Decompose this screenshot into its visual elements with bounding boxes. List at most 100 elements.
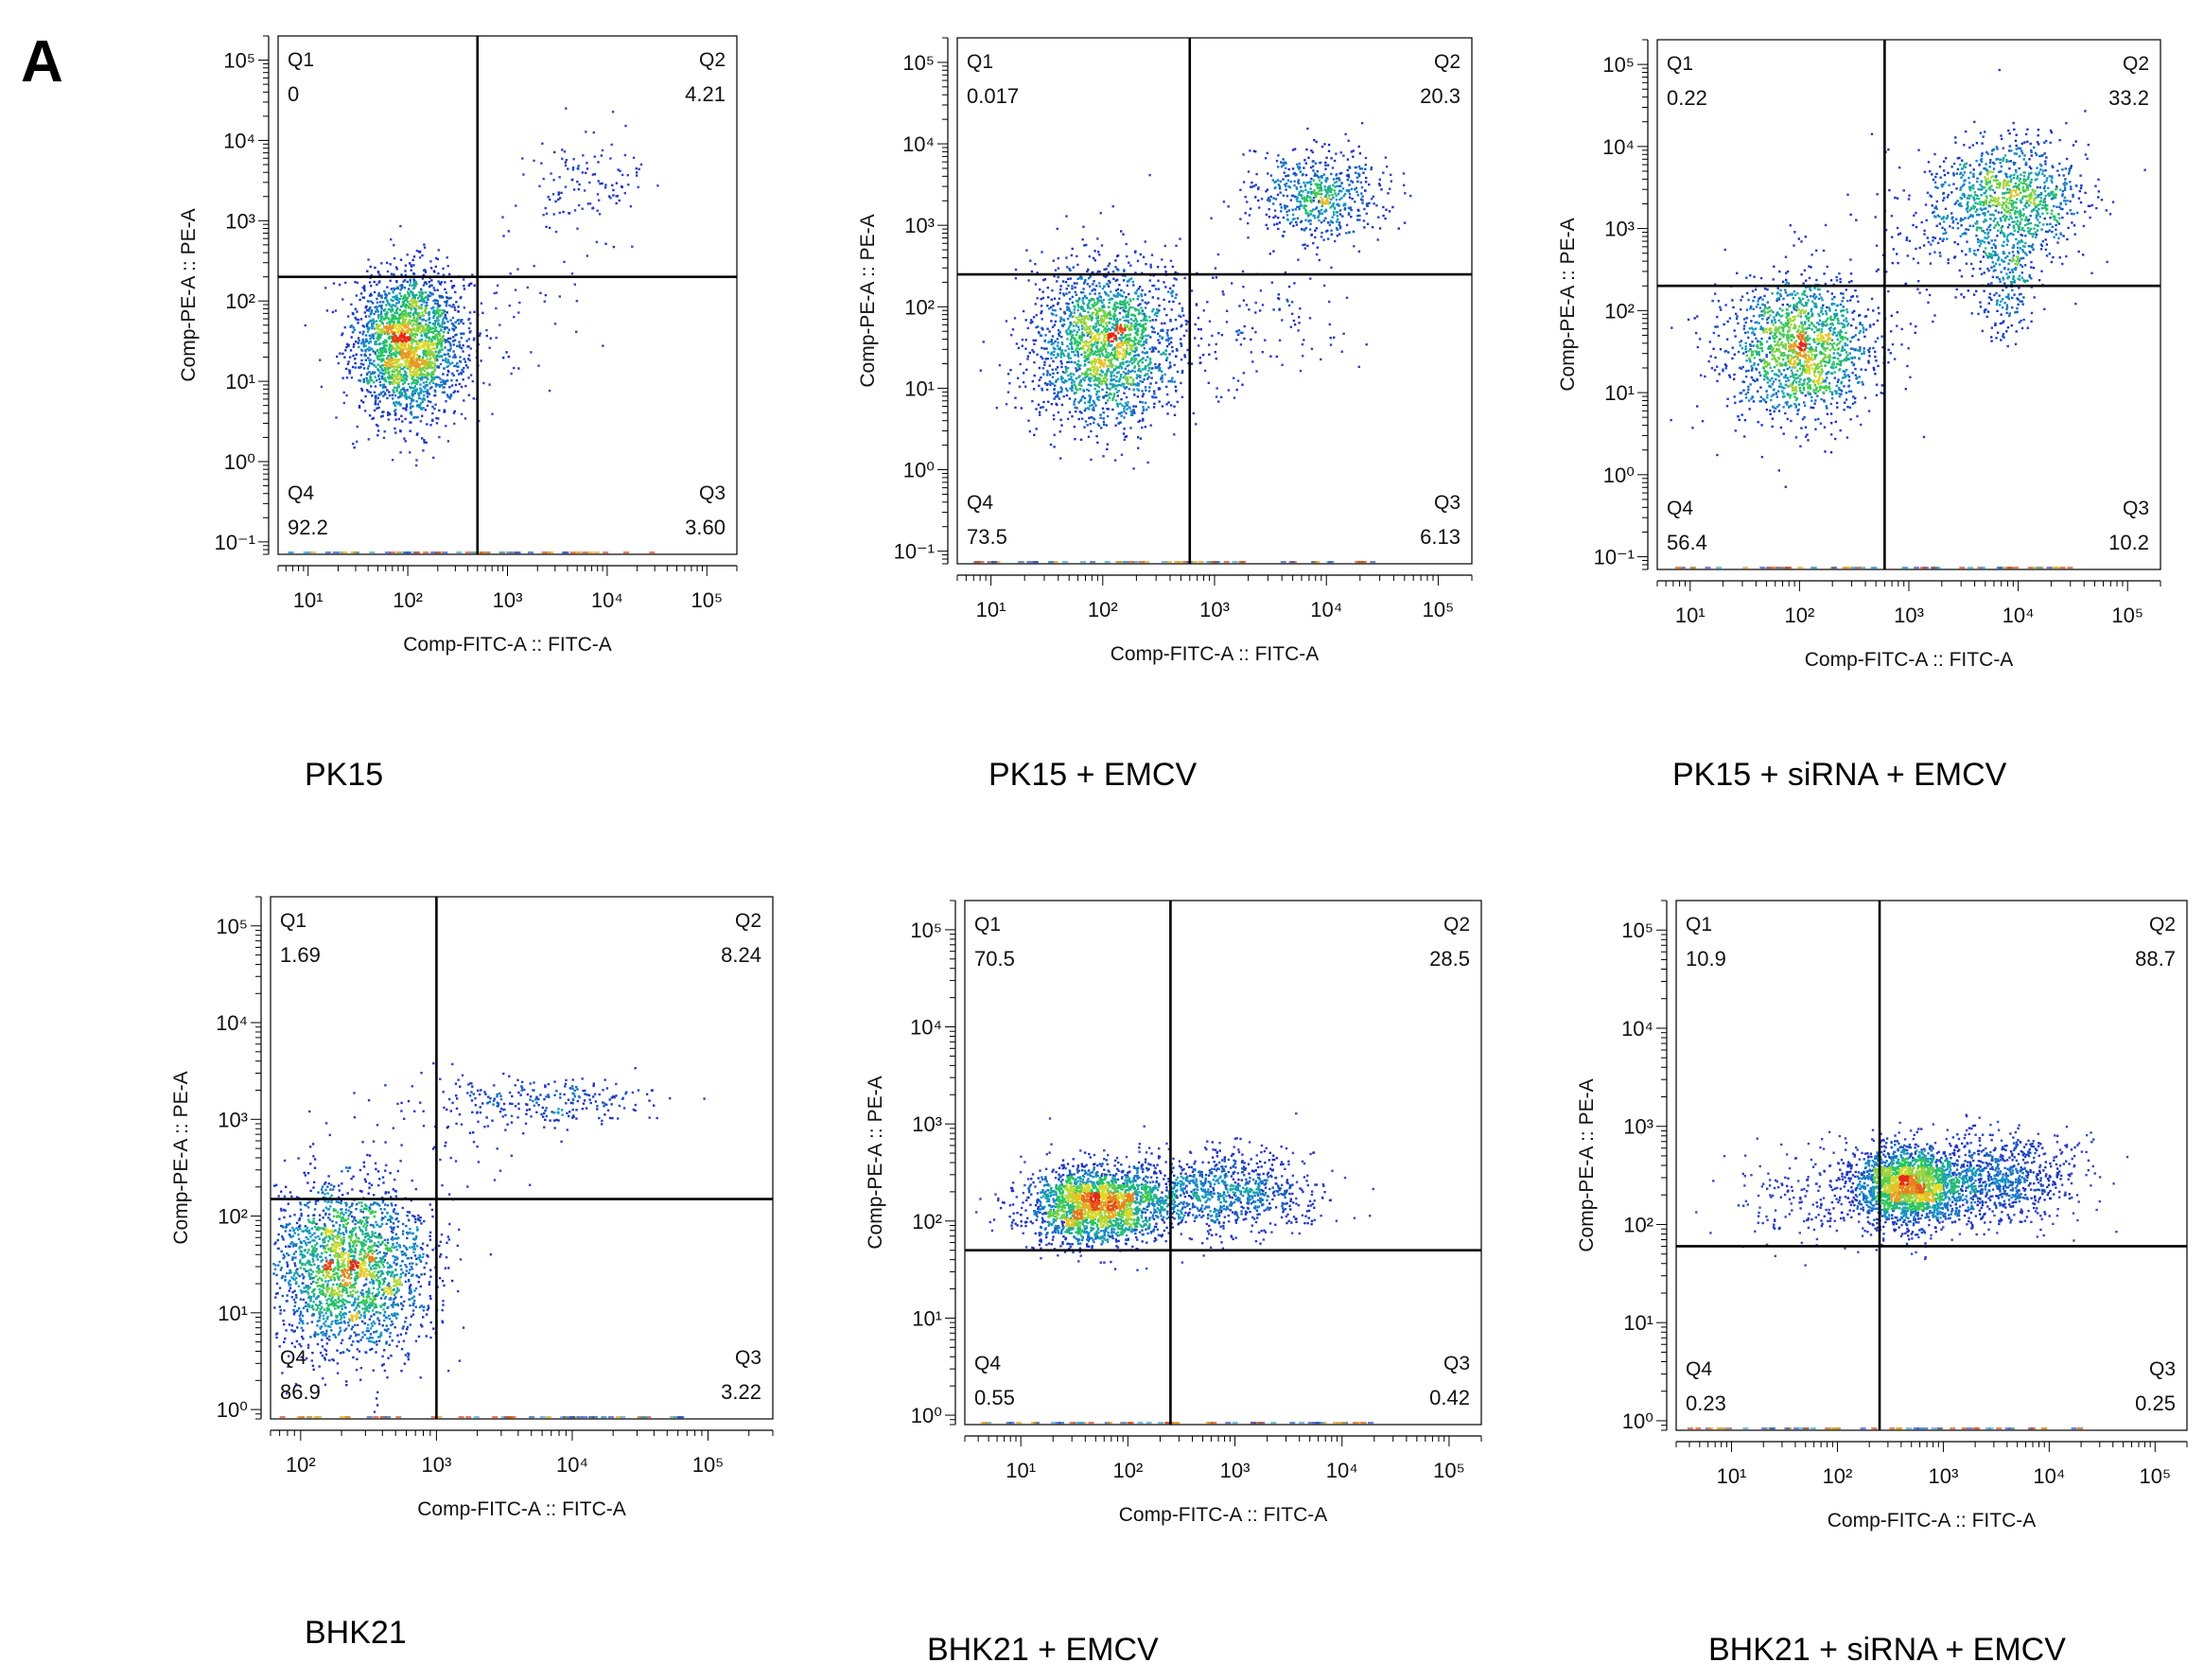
- quadrant-percent: 0: [288, 82, 299, 106]
- event-dot: [434, 320, 438, 323]
- event-dot: [1354, 166, 1356, 169]
- event-dot: [421, 277, 425, 280]
- event-dot: [571, 166, 575, 169]
- event-dot: [1181, 309, 1184, 312]
- event-dot: [1078, 297, 1081, 300]
- event-dot: [442, 378, 445, 382]
- event-dot: [1163, 244, 1166, 248]
- event-dot: [1134, 332, 1137, 335]
- event-dot: [405, 365, 408, 369]
- event-dot: [450, 394, 453, 397]
- event-dot: [427, 365, 430, 368]
- event-dot: [410, 413, 413, 416]
- event-dot: [417, 344, 420, 348]
- event-dot: [437, 341, 440, 345]
- event-dot: [1318, 211, 1321, 214]
- event-dot: [1078, 342, 1081, 345]
- event-dot: [387, 355, 390, 358]
- event-dot: [428, 313, 430, 317]
- event-dot: [1110, 373, 1112, 376]
- event-dot: [389, 279, 392, 282]
- event-dot: [1081, 377, 1085, 380]
- event-dot: [1138, 323, 1141, 325]
- event-dot: [1132, 298, 1135, 301]
- event-dot: [1161, 328, 1164, 331]
- event-dot: [414, 284, 417, 288]
- event-dot: [1124, 274, 1127, 277]
- event-dot: [418, 300, 421, 303]
- event-dot: [412, 328, 415, 331]
- event-dot: [1156, 310, 1160, 313]
- event-dot: [420, 372, 423, 375]
- event-dot: [403, 330, 406, 333]
- event-dot: [1086, 283, 1089, 286]
- event-dot: [1092, 311, 1095, 314]
- event-dot: [411, 342, 413, 345]
- event-dot: [1110, 363, 1112, 366]
- event-dot: [382, 359, 385, 361]
- event-dot: [1366, 204, 1369, 207]
- event-dot: [1093, 402, 1096, 405]
- event-dot: [1087, 373, 1090, 376]
- event-dot: [1385, 166, 1389, 168]
- event-dot: [394, 295, 396, 299]
- event-dot: [1149, 382, 1152, 385]
- event-dot: [1164, 286, 1167, 289]
- event-dot: [430, 386, 433, 389]
- event-dot: [345, 342, 349, 346]
- event-dot: [397, 377, 400, 380]
- event-dot: [446, 341, 449, 343]
- event-dot: [1106, 387, 1109, 390]
- event-dot: [571, 168, 575, 171]
- event-dot: [419, 325, 422, 328]
- event-dot: [1197, 344, 1200, 347]
- event-dot: [400, 376, 403, 379]
- event-dot: [1096, 423, 1100, 426]
- event-dot: [1340, 197, 1343, 200]
- event-dot: [439, 328, 443, 331]
- event-dot: [1170, 328, 1173, 332]
- event-dot: [430, 379, 433, 382]
- quadrant-name: Q3: [699, 482, 726, 504]
- event-dot: [1338, 209, 1342, 212]
- event-dot: [1328, 300, 1331, 304]
- event-dot: [409, 347, 411, 350]
- event-dot: [373, 359, 376, 362]
- event-dot: [1269, 174, 1273, 177]
- event-dot: [420, 304, 423, 306]
- event-dot: [1112, 369, 1115, 372]
- event-dot: [1092, 326, 1095, 330]
- event-dot: [1157, 339, 1160, 341]
- event-dot: [1327, 221, 1330, 224]
- event-dot: [1309, 196, 1312, 200]
- event-dot: [1352, 149, 1355, 152]
- event-dot: [400, 306, 403, 308]
- event-dot: [464, 364, 468, 367]
- event-dot: [1211, 334, 1214, 338]
- event-dot: [631, 245, 634, 248]
- event-dot: [386, 411, 390, 414]
- baseline-event: [480, 551, 486, 554]
- event-dot: [377, 314, 380, 317]
- event-dot: [1244, 212, 1247, 215]
- event-dot: [452, 343, 455, 346]
- baseline-event: [505, 551, 512, 554]
- event-dot: [1148, 361, 1152, 364]
- event-dot: [364, 394, 367, 398]
- event-dot: [1287, 174, 1290, 177]
- event-dot: [1106, 324, 1109, 327]
- y-tick-label: 10²: [225, 289, 255, 313]
- event-dot: [394, 294, 397, 297]
- event-dot: [1128, 306, 1132, 309]
- event-dot: [1311, 165, 1315, 167]
- event-dot: [1313, 189, 1316, 192]
- event-dot: [1172, 284, 1175, 288]
- event-dot: [1064, 387, 1068, 391]
- event-dot: [1318, 179, 1321, 182]
- event-dot: [1074, 406, 1076, 409]
- event-dot: [1300, 201, 1303, 203]
- event-dot: [414, 304, 417, 306]
- event-dot: [428, 362, 431, 366]
- event-dot: [433, 322, 436, 325]
- event-dot: [1161, 376, 1163, 379]
